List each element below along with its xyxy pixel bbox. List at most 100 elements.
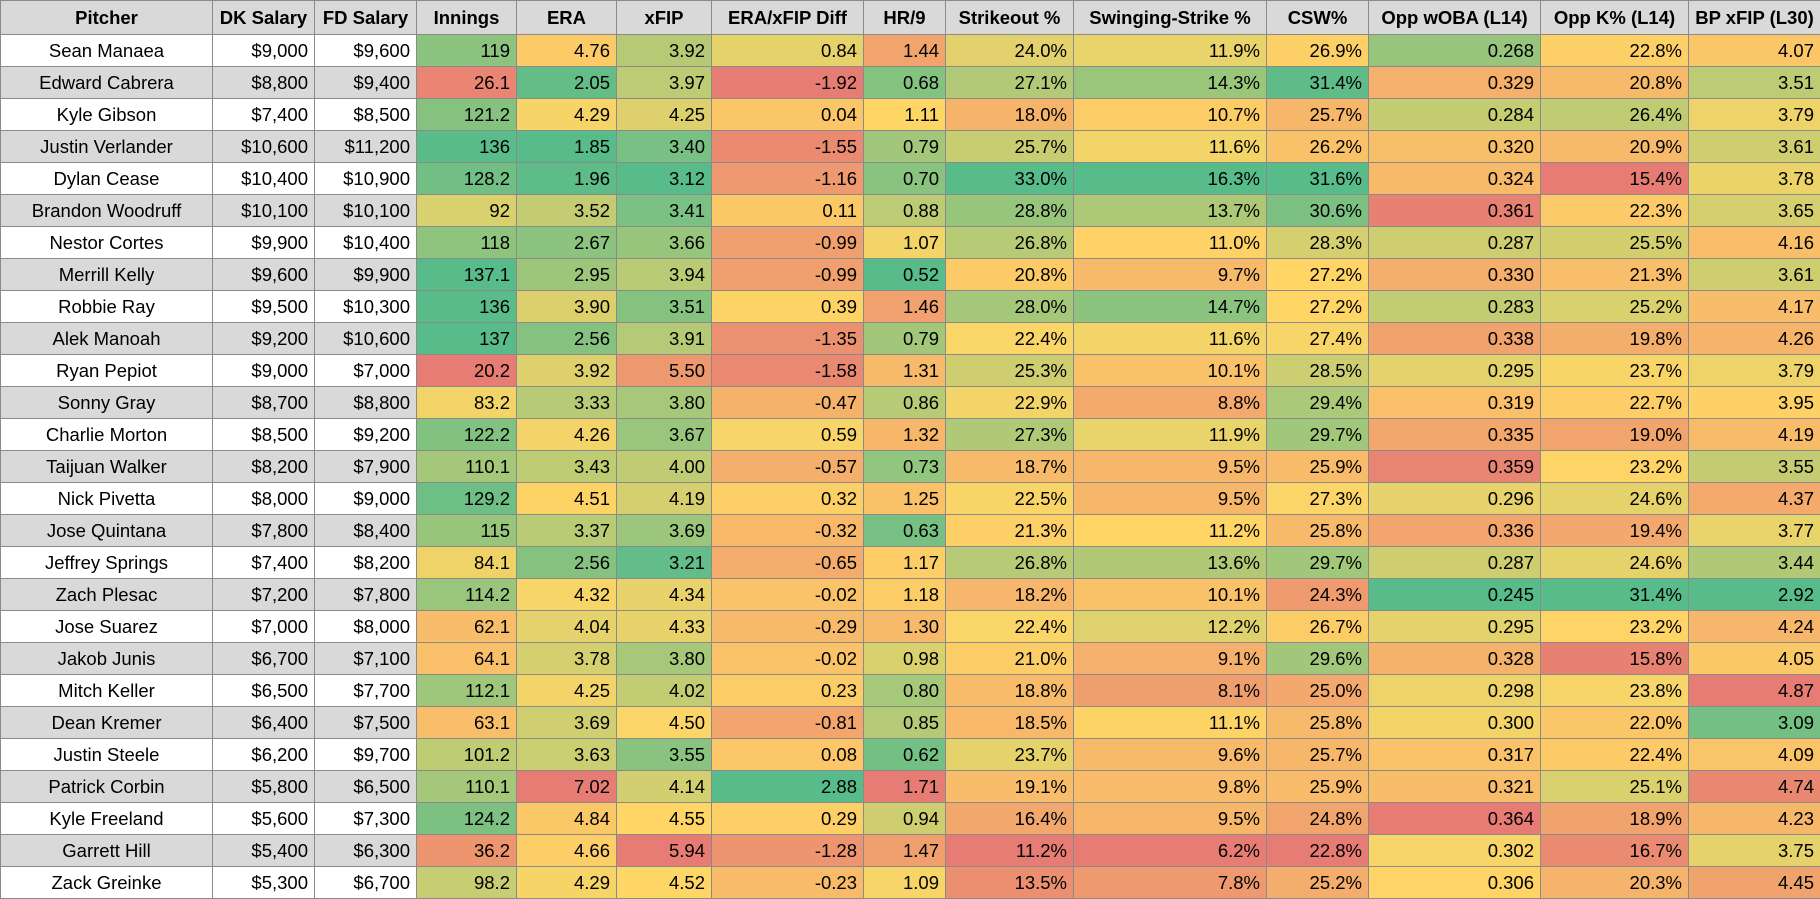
cell-bp-xfip-l30[interactable]: 3.77 — [1689, 515, 1820, 547]
cell-era-xfip-diff[interactable]: -0.29 — [712, 611, 864, 643]
cell-swinging-strike[interactable]: 11.6% — [1074, 131, 1267, 163]
cell-era[interactable]: 2.56 — [517, 323, 617, 355]
cell-csw[interactable]: 24.8% — [1267, 803, 1369, 835]
cell-bp-xfip-l30[interactable]: 4.74 — [1689, 771, 1820, 803]
cell-dk-salary[interactable]: $5,400 — [213, 835, 315, 867]
cell-swinging-strike[interactable]: 13.6% — [1074, 547, 1267, 579]
cell-innings[interactable]: 124.2 — [417, 803, 517, 835]
cell-swinging-strike[interactable]: 10.1% — [1074, 579, 1267, 611]
cell-xfip[interactable]: 3.55 — [617, 739, 712, 771]
cell-bp-xfip-l30[interactable]: 4.45 — [1689, 867, 1820, 899]
cell-swinging-strike[interactable]: 8.1% — [1074, 675, 1267, 707]
cell-fd-salary[interactable]: $7,500 — [315, 707, 417, 739]
cell-innings[interactable]: 128.2 — [417, 163, 517, 195]
cell-hr-9[interactable]: 0.62 — [864, 739, 946, 771]
cell-csw[interactable]: 29.4% — [1267, 387, 1369, 419]
cell-innings[interactable]: 110.1 — [417, 771, 517, 803]
cell-hr-9[interactable]: 0.79 — [864, 323, 946, 355]
cell-xfip[interactable]: 3.21 — [617, 547, 712, 579]
cell-dk-salary[interactable]: $10,400 — [213, 163, 315, 195]
column-header-fd-salary[interactable]: FD Salary — [315, 1, 417, 35]
cell-innings[interactable]: 119 — [417, 35, 517, 67]
pitcher-name-cell[interactable]: Zack Greinke — [1, 867, 213, 899]
cell-bp-xfip-l30[interactable]: 4.24 — [1689, 611, 1820, 643]
cell-strikeout[interactable]: 22.9% — [946, 387, 1074, 419]
pitcher-name-cell[interactable]: Alek Manoah — [1, 323, 213, 355]
cell-xfip[interactable]: 3.41 — [617, 195, 712, 227]
cell-strikeout[interactable]: 11.2% — [946, 835, 1074, 867]
cell-era[interactable]: 2.67 — [517, 227, 617, 259]
cell-era-xfip-diff[interactable]: 0.59 — [712, 419, 864, 451]
cell-opp-k-l14[interactable]: 25.5% — [1541, 227, 1689, 259]
cell-bp-xfip-l30[interactable]: 4.37 — [1689, 483, 1820, 515]
cell-innings[interactable]: 98.2 — [417, 867, 517, 899]
cell-opp-k-l14[interactable]: 20.9% — [1541, 131, 1689, 163]
cell-fd-salary[interactable]: $10,900 — [315, 163, 417, 195]
cell-opp-woba-l14[interactable]: 0.295 — [1369, 611, 1541, 643]
column-header-opp-woba-l14[interactable]: Opp wOBA (L14) — [1369, 1, 1541, 35]
cell-opp-k-l14[interactable]: 19.4% — [1541, 515, 1689, 547]
cell-fd-salary[interactable]: $10,400 — [315, 227, 417, 259]
cell-innings[interactable]: 129.2 — [417, 483, 517, 515]
cell-csw[interactable]: 26.7% — [1267, 611, 1369, 643]
cell-opp-woba-l14[interactable]: 0.317 — [1369, 739, 1541, 771]
cell-bp-xfip-l30[interactable]: 4.17 — [1689, 291, 1820, 323]
cell-strikeout[interactable]: 33.0% — [946, 163, 1074, 195]
cell-dk-salary[interactable]: $8,500 — [213, 419, 315, 451]
cell-xfip[interactable]: 4.25 — [617, 99, 712, 131]
column-header-opp-k-l14[interactable]: Opp K% (L14) — [1541, 1, 1689, 35]
cell-xfip[interactable]: 4.00 — [617, 451, 712, 483]
cell-opp-k-l14[interactable]: 25.1% — [1541, 771, 1689, 803]
pitcher-name-cell[interactable]: Charlie Morton — [1, 419, 213, 451]
cell-strikeout[interactable]: 18.7% — [946, 451, 1074, 483]
cell-xfip[interactable]: 5.50 — [617, 355, 712, 387]
cell-csw[interactable]: 25.9% — [1267, 771, 1369, 803]
pitcher-name-cell[interactable]: Mitch Keller — [1, 675, 213, 707]
cell-hr-9[interactable]: 0.79 — [864, 131, 946, 163]
cell-hr-9[interactable]: 1.17 — [864, 547, 946, 579]
pitcher-name-cell[interactable]: Jose Quintana — [1, 515, 213, 547]
cell-era-xfip-diff[interactable]: -0.32 — [712, 515, 864, 547]
pitcher-name-cell[interactable]: Zach Plesac — [1, 579, 213, 611]
cell-xfip[interactable]: 3.67 — [617, 419, 712, 451]
cell-opp-k-l14[interactable]: 20.8% — [1541, 67, 1689, 99]
pitcher-name-cell[interactable]: Kyle Freeland — [1, 803, 213, 835]
cell-csw[interactable]: 25.8% — [1267, 707, 1369, 739]
cell-era[interactable]: 3.63 — [517, 739, 617, 771]
cell-bp-xfip-l30[interactable]: 3.09 — [1689, 707, 1820, 739]
cell-opp-woba-l14[interactable]: 0.324 — [1369, 163, 1541, 195]
cell-dk-salary[interactable]: $6,200 — [213, 739, 315, 771]
cell-opp-k-l14[interactable]: 19.0% — [1541, 419, 1689, 451]
cell-bp-xfip-l30[interactable]: 3.44 — [1689, 547, 1820, 579]
cell-hr-9[interactable]: 0.68 — [864, 67, 946, 99]
cell-fd-salary[interactable]: $7,800 — [315, 579, 417, 611]
cell-strikeout[interactable]: 18.2% — [946, 579, 1074, 611]
cell-fd-salary[interactable]: $7,300 — [315, 803, 417, 835]
cell-fd-salary[interactable]: $9,600 — [315, 35, 417, 67]
cell-hr-9[interactable]: 1.09 — [864, 867, 946, 899]
cell-strikeout[interactable]: 16.4% — [946, 803, 1074, 835]
cell-innings[interactable]: 121.2 — [417, 99, 517, 131]
cell-bp-xfip-l30[interactable]: 4.19 — [1689, 419, 1820, 451]
cell-csw[interactable]: 22.8% — [1267, 835, 1369, 867]
cell-era-xfip-diff[interactable]: -1.35 — [712, 323, 864, 355]
cell-strikeout[interactable]: 18.0% — [946, 99, 1074, 131]
cell-opp-k-l14[interactable]: 23.2% — [1541, 451, 1689, 483]
cell-csw[interactable]: 25.7% — [1267, 99, 1369, 131]
cell-csw[interactable]: 28.3% — [1267, 227, 1369, 259]
pitcher-name-cell[interactable]: Dylan Cease — [1, 163, 213, 195]
cell-era-xfip-diff[interactable]: 0.08 — [712, 739, 864, 771]
cell-opp-k-l14[interactable]: 22.0% — [1541, 707, 1689, 739]
cell-innings[interactable]: 122.2 — [417, 419, 517, 451]
cell-fd-salary[interactable]: $7,000 — [315, 355, 417, 387]
cell-strikeout[interactable]: 20.8% — [946, 259, 1074, 291]
cell-innings[interactable]: 26.1 — [417, 67, 517, 99]
